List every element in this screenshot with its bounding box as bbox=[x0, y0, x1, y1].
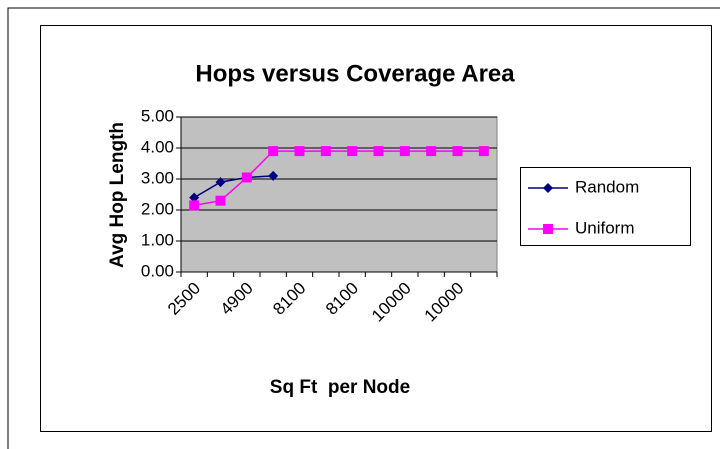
y-tick-label: 3.00 bbox=[141, 168, 174, 187]
plot-area bbox=[180, 116, 498, 273]
outer-frame bbox=[7, 7, 720, 449]
point bbox=[215, 195, 226, 206]
point bbox=[294, 146, 305, 157]
legend-marker bbox=[543, 183, 553, 193]
point bbox=[189, 192, 200, 203]
y-axis-title: Avg Hop Length bbox=[107, 122, 128, 268]
point bbox=[426, 146, 437, 157]
point bbox=[189, 200, 200, 211]
chart-title: Hops versus Coverage Area bbox=[195, 60, 515, 87]
y-tick-label: 5.00 bbox=[141, 106, 174, 125]
y-tick-label: 0.00 bbox=[141, 261, 174, 280]
x-axis-title: Sq Ft per Node bbox=[270, 377, 410, 398]
point bbox=[268, 146, 279, 157]
point bbox=[215, 177, 226, 188]
point bbox=[399, 146, 410, 157]
series-line bbox=[193, 175, 274, 199]
point bbox=[320, 146, 331, 157]
point bbox=[347, 146, 358, 157]
legend-label: Random bbox=[575, 177, 639, 196]
point bbox=[241, 172, 252, 183]
y-tick-label: 1.00 bbox=[141, 230, 174, 249]
legend-label: Uniform bbox=[575, 218, 635, 237]
point bbox=[478, 146, 489, 157]
point bbox=[268, 170, 279, 181]
point bbox=[452, 146, 463, 157]
point bbox=[373, 146, 384, 157]
y-tick-label: 2.00 bbox=[141, 199, 174, 218]
y-tick-label: 4.00 bbox=[141, 137, 174, 156]
legend-marker bbox=[543, 224, 553, 234]
